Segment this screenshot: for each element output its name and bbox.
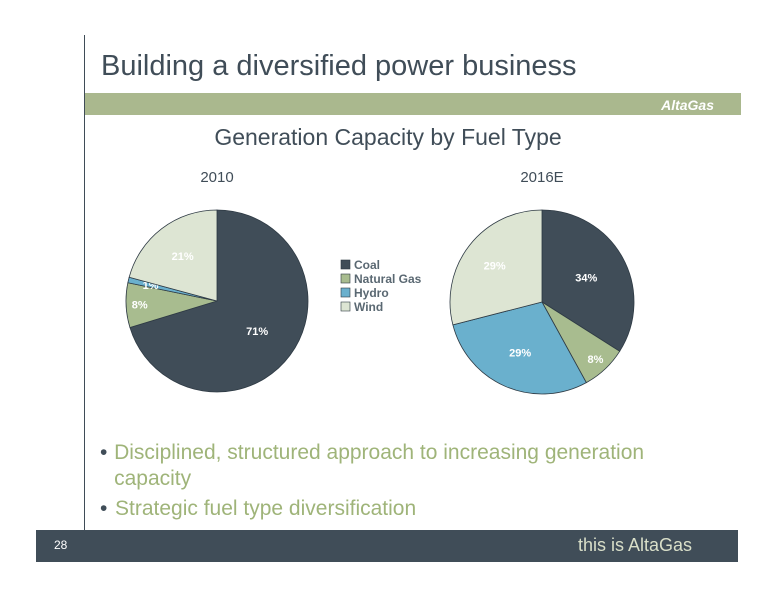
- bullet-dot: •: [100, 497, 108, 520]
- bullet-text: Disciplined, structured approach to incr…: [114, 441, 645, 490]
- footer-tagline: this is AltaGas: [577, 535, 692, 555]
- pie-2010-label-coal: 71%: [246, 326, 268, 338]
- bullet-text: Strategic fuel type diversification: [115, 497, 417, 520]
- legend-label-hydro: Hydro: [354, 286, 389, 300]
- pie-2010-slice-coal: [129, 209, 309, 393]
- slide-vertical-rule: [84, 35, 85, 535]
- legend-label-natural-gas: Natural Gas: [354, 272, 422, 286]
- pie-2016e-label-natural-gas: 8%: [588, 354, 604, 366]
- legend-swatch-natural-gas: [340, 273, 351, 284]
- bullet-item: • Strategic fuel type diversification: [100, 496, 690, 522]
- pie-2010-label-natural-gas: 8%: [132, 300, 148, 312]
- legend-label-wind: Wind: [354, 300, 383, 314]
- slide-title: Building a diversified power business: [101, 50, 577, 82]
- bullet-item: • Disciplined, structured approach to in…: [100, 440, 690, 492]
- legend-swatch-hydro: [340, 287, 351, 298]
- pie-title-2010: 2010: [200, 169, 233, 186]
- pie-2016e-label-coal: 34%: [575, 273, 597, 285]
- pie-title-2016e: 2016E: [520, 169, 563, 186]
- pie-2010-slice-wind: [128, 209, 218, 302]
- legend-label-coal: Coal: [354, 258, 380, 272]
- bullet-dot: •: [100, 441, 108, 464]
- footer-bar: 28 this is AltaGas: [36, 530, 738, 562]
- legend-swatch-coal: [340, 259, 351, 270]
- brand-logo-text: AltaGas: [661, 97, 714, 113]
- pie-2016e-label-hydro: 29%: [509, 348, 531, 360]
- legend-swatch-wind: [340, 301, 351, 312]
- title-band: [85, 93, 741, 115]
- pie-2016e-slice-coal: [541, 209, 635, 352]
- bullet-list: • Disciplined, structured approach to in…: [100, 440, 690, 526]
- pie-2016e-slice-wind: [449, 209, 543, 326]
- pie-2016e-label-wind: 29%: [484, 260, 506, 272]
- pie-2010-label-wind: 21%: [172, 251, 194, 263]
- page-number: 28: [54, 538, 68, 552]
- pie-2016e-slice-hydro: [452, 301, 587, 395]
- chart-title: Generation Capacity by Fuel Type: [214, 124, 562, 150]
